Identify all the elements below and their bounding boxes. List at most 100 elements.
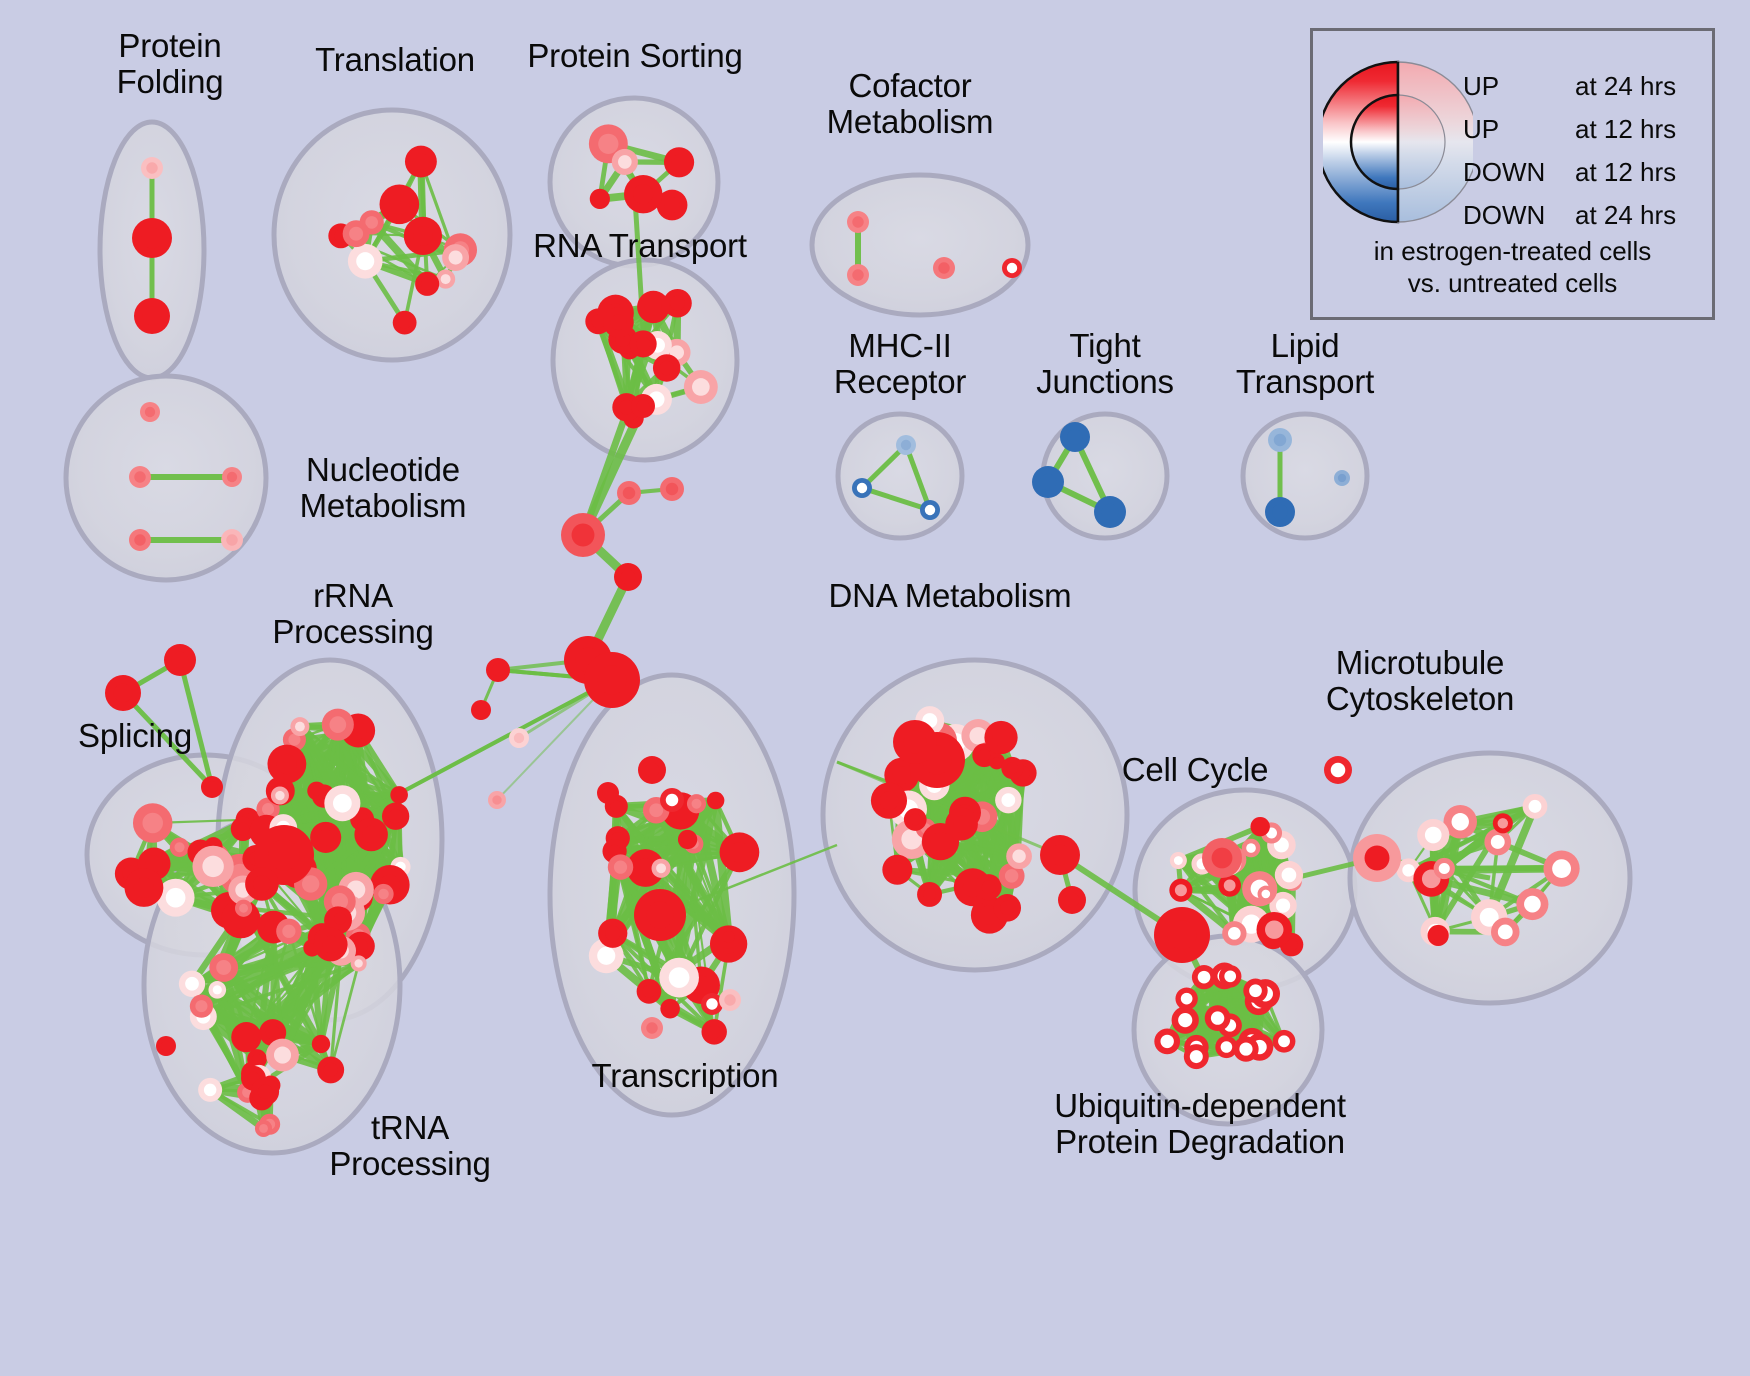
network-node (1516, 888, 1549, 921)
network-node (1543, 850, 1580, 887)
cluster-label-rna-transport: RNA Transport (533, 227, 747, 264)
network-node (129, 466, 151, 488)
cluster-label-microtubule: Microtubule Cytoskeleton (1325, 644, 1515, 717)
network-node (1257, 885, 1275, 903)
network-node (626, 849, 665, 887)
legend-row: UP at 24 hrs (1463, 65, 1713, 108)
network-node (251, 1077, 280, 1106)
cluster-label-protein-sorting: Protein Sorting (527, 37, 743, 74)
network-node (442, 244, 470, 272)
network-node (677, 829, 698, 850)
network-edge (711, 800, 733, 938)
cluster-label-nucleotide: Nucleotide Metabolism (299, 451, 467, 524)
network-node (847, 211, 869, 233)
network-node (1272, 1029, 1296, 1053)
network-node (1324, 756, 1352, 784)
legend-time: at 12 hrs (1575, 157, 1677, 187)
network-node (656, 189, 688, 221)
network-node (254, 1119, 273, 1138)
network-node (1353, 834, 1401, 882)
network-node (354, 817, 388, 852)
network-node (1484, 828, 1512, 856)
network-node (245, 867, 279, 901)
network-node (584, 652, 640, 708)
network-node (1427, 924, 1449, 947)
network-node (603, 307, 634, 338)
network-edge (297, 723, 399, 820)
network-node (945, 807, 978, 841)
cluster-label-cell-cycle: Cell Cycle (1121, 751, 1269, 788)
cluster-label-rrna: rRNA Processing (272, 577, 434, 650)
network-node (1171, 1006, 1199, 1034)
network-node (270, 786, 289, 805)
network-node (311, 1034, 331, 1054)
network-edge (677, 851, 742, 979)
network-node (652, 354, 681, 382)
network-edge (595, 320, 629, 409)
cluster-label-dna-metabolism: DNA Metabolism (828, 577, 1072, 614)
network-node (1243, 978, 1268, 1003)
network-node (435, 269, 456, 289)
network-node (1265, 497, 1295, 527)
legend-state: UP (1463, 71, 1500, 101)
cluster-label-lipid-transport: Lipid Transport (1235, 327, 1375, 400)
network-edge (1485, 804, 1539, 919)
network-node (1202, 838, 1242, 878)
network-node (893, 720, 937, 764)
network-edge (329, 950, 343, 1071)
network-node (686, 794, 707, 814)
network-node (1191, 965, 1217, 990)
network-edge (279, 943, 334, 1057)
network-node (660, 788, 684, 812)
network-node (124, 868, 164, 907)
network-node (1154, 1028, 1181, 1055)
network-edge (177, 659, 215, 788)
cluster-label-protein-folding: Protein Folding (116, 27, 224, 100)
network-node (659, 957, 699, 998)
legend-caption-line2: vs. untreated cells (1407, 267, 1618, 298)
network-node (617, 481, 641, 505)
network-node (611, 148, 638, 175)
network-node (852, 478, 872, 498)
network-node (403, 216, 443, 256)
network-node (141, 157, 163, 179)
network-node (984, 720, 1018, 755)
network-node (313, 927, 348, 962)
network-node (998, 862, 1025, 889)
network-node (189, 994, 214, 1018)
legend-caption-line1: in estrogen-treated cells (1373, 236, 1652, 266)
legend-state: DOWN (1463, 157, 1546, 187)
network-node (637, 290, 670, 324)
network-node (1491, 917, 1520, 947)
network-node (209, 953, 239, 982)
cluster-label-transcription: Transcription (591, 1057, 779, 1094)
network-node (1218, 874, 1241, 897)
network-node (231, 1022, 262, 1053)
network-node (1233, 1036, 1259, 1062)
network-node (230, 816, 255, 842)
network-node (198, 1077, 223, 1102)
network-node (663, 288, 692, 318)
network-node (651, 858, 671, 878)
legend-state: UP (1463, 114, 1500, 144)
network-node (614, 563, 642, 591)
network-bridge-edge (579, 358, 649, 537)
network-node (882, 854, 913, 885)
network-node (1241, 838, 1261, 858)
network-node (328, 906, 352, 931)
network-node (1274, 860, 1304, 890)
legend-row: UP at 12 hrs (1463, 108, 1713, 151)
network-node (1094, 496, 1126, 528)
network-node (222, 467, 242, 487)
network-edge (659, 867, 730, 939)
network-node (896, 435, 916, 455)
legend-caption: in estrogen-treated cells vs. untreated … (1313, 236, 1712, 299)
network-node (607, 854, 634, 880)
network-bridge-edge (283, 678, 613, 857)
network-node (1218, 965, 1242, 988)
network-node (140, 402, 160, 422)
network-node (933, 257, 955, 279)
cluster-label-ubiquitin: Ubiquitin-dependent Protein Degradation (1054, 1087, 1346, 1160)
network-node (683, 370, 718, 404)
network-node (641, 1017, 663, 1039)
